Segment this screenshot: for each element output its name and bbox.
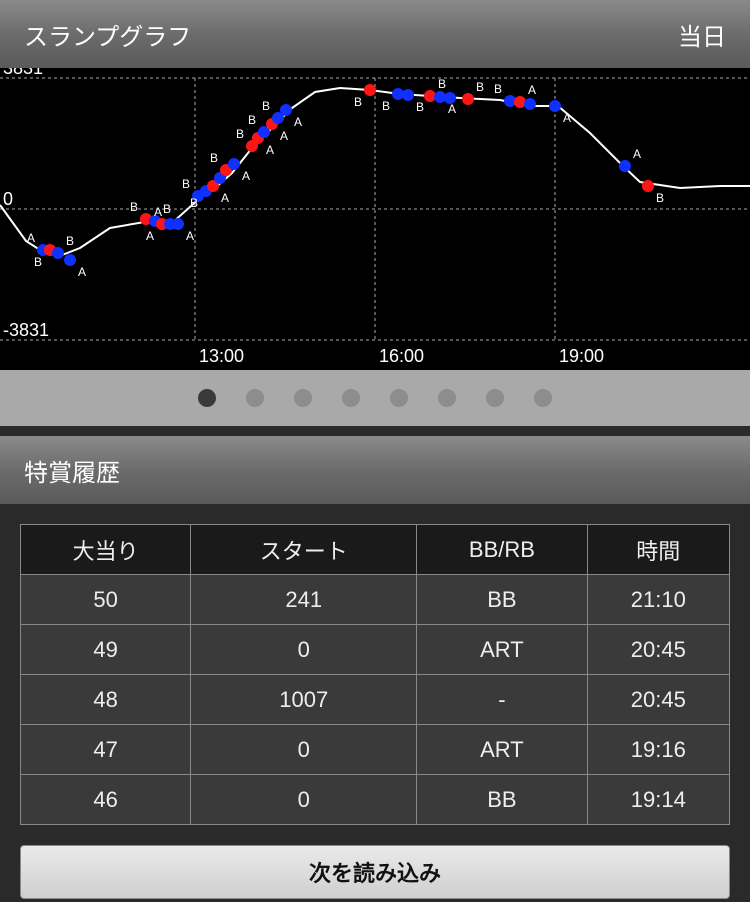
table-cell: 50: [21, 575, 191, 625]
svg-text:A: A: [280, 129, 288, 143]
svg-text:B: B: [163, 202, 171, 216]
pager-dot[interactable]: [198, 389, 216, 407]
pager-dot[interactable]: [390, 389, 408, 407]
table-header: スタート: [191, 525, 417, 575]
table-cell: 1007: [191, 675, 417, 725]
table-row: 50241BB21:10: [21, 575, 730, 625]
svg-text:B: B: [210, 151, 218, 165]
svg-text:0: 0: [3, 189, 13, 209]
svg-text:A: A: [448, 102, 456, 116]
svg-text:B: B: [190, 196, 198, 210]
table-cell: 49: [21, 625, 191, 675]
svg-text:B: B: [416, 100, 424, 114]
svg-text:B: B: [656, 191, 664, 205]
svg-text:A: A: [266, 143, 274, 157]
table-cell: 47: [21, 725, 191, 775]
history-table-wrap: 大当りスタートBB/RB時間 50241BB21:10490ART20:4548…: [0, 504, 750, 835]
svg-text:A: A: [242, 169, 250, 183]
slump-graph[interactable]: 38310-383113:0016:0019:00ABBABBAAABBAABA…: [0, 68, 750, 370]
slump-graph-svg: 38310-383113:0016:0019:00ABBABBAAABBAABA…: [0, 68, 750, 370]
table-header: 時間: [587, 525, 729, 575]
pager-dot[interactable]: [486, 389, 504, 407]
svg-text:B: B: [494, 82, 502, 96]
table-cell: 0: [191, 725, 417, 775]
pager-dot[interactable]: [246, 389, 264, 407]
svg-text:16:00: 16:00: [379, 346, 424, 366]
svg-text:-3831: -3831: [3, 320, 49, 340]
svg-text:A: A: [221, 191, 229, 205]
svg-text:B: B: [66, 234, 74, 248]
table-header: BB/RB: [417, 525, 587, 575]
svg-text:3831: 3831: [3, 68, 43, 78]
table-cell: -: [417, 675, 587, 725]
svg-text:B: B: [34, 255, 42, 269]
svg-text:B: B: [354, 95, 362, 109]
pager-dot[interactable]: [294, 389, 312, 407]
svg-text:A: A: [146, 229, 154, 243]
pager-dot[interactable]: [438, 389, 456, 407]
svg-text:B: B: [236, 127, 244, 141]
table-row: 460BB19:14: [21, 775, 730, 825]
table-row: 481007-20:45: [21, 675, 730, 725]
table-cell: BB: [417, 775, 587, 825]
table-cell: 19:16: [587, 725, 729, 775]
history-table: 大当りスタートBB/RB時間 50241BB21:10490ART20:4548…: [20, 524, 730, 825]
svg-text:A: A: [154, 205, 162, 219]
history-header: 特賞履歴: [0, 436, 750, 504]
svg-text:B: B: [248, 113, 256, 127]
svg-text:B: B: [476, 80, 484, 94]
table-cell: 20:45: [587, 625, 729, 675]
table-cell: 46: [21, 775, 191, 825]
svg-text:B: B: [382, 99, 390, 113]
table-cell: BB: [417, 575, 587, 625]
table-row: 470ART19:16: [21, 725, 730, 775]
svg-text:A: A: [294, 115, 302, 129]
table-cell: 21:10: [587, 575, 729, 625]
graph-pager[interactable]: [0, 370, 750, 426]
table-cell: 20:45: [587, 675, 729, 725]
svg-text:19:00: 19:00: [559, 346, 604, 366]
graph-day-label: 当日: [678, 17, 726, 52]
svg-text:A: A: [633, 147, 641, 161]
table-cell: 0: [191, 775, 417, 825]
table-cell: 19:14: [587, 775, 729, 825]
graph-title: スランプグラフ: [24, 17, 191, 52]
table-cell: 0: [191, 625, 417, 675]
history-title: 特賞履歴: [24, 453, 120, 488]
svg-text:B: B: [130, 200, 138, 214]
svg-text:13:00: 13:00: [199, 346, 244, 366]
svg-text:A: A: [186, 229, 194, 243]
svg-text:A: A: [563, 111, 571, 125]
table-cell: 48: [21, 675, 191, 725]
pager-dot[interactable]: [342, 389, 360, 407]
svg-text:B: B: [438, 77, 446, 91]
svg-text:A: A: [27, 231, 35, 245]
table-cell: 241: [191, 575, 417, 625]
svg-text:A: A: [78, 265, 86, 279]
pager-dot[interactable]: [534, 389, 552, 407]
graph-header: スランプグラフ 当日: [0, 0, 750, 68]
table-cell: ART: [417, 725, 587, 775]
table-header: 大当り: [21, 525, 191, 575]
svg-text:B: B: [182, 177, 190, 191]
table-row: 490ART20:45: [21, 625, 730, 675]
load-more-button[interactable]: 次を読み込み: [20, 845, 730, 899]
load-more-label: 次を読み込み: [309, 856, 441, 888]
svg-text:A: A: [528, 83, 536, 97]
table-cell: ART: [417, 625, 587, 675]
svg-text:B: B: [262, 99, 270, 113]
